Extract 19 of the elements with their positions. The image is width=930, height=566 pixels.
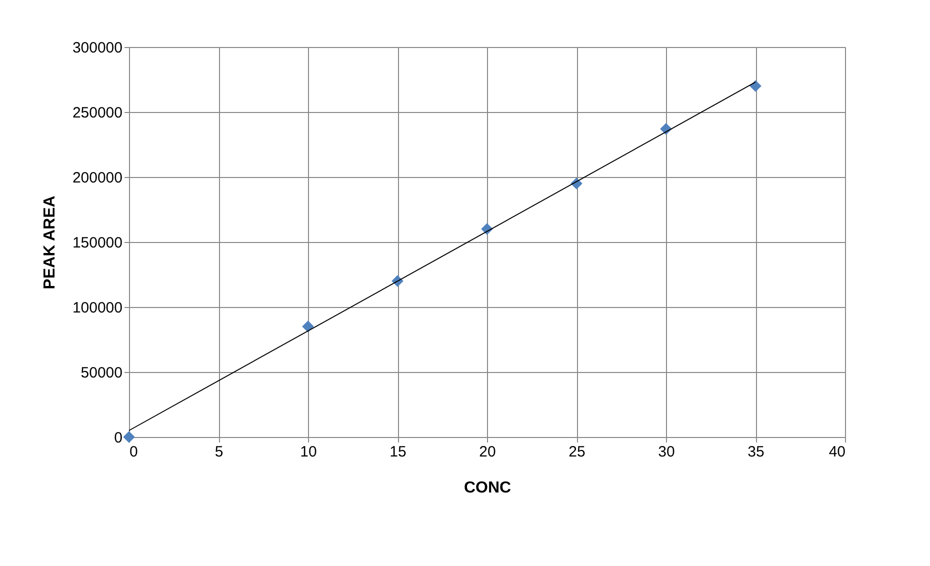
x-tick-label: 5 [214, 444, 224, 460]
y-tick-label: 150000 [72, 234, 122, 252]
x-tick-label: 35 [748, 444, 764, 460]
x-tick-label: 10 [300, 444, 317, 460]
x-tick-label: 40 [828, 444, 846, 460]
x-tick-label: 30 [658, 444, 675, 460]
y-tick-label: 50000 [80, 364, 122, 382]
x-axis-title: CONC [464, 480, 512, 496]
x-tick-label: 15 [390, 444, 406, 460]
y-tick-label: 200000 [72, 170, 122, 186]
x-tick-label: 25 [568, 444, 586, 460]
x-tick-label: 20 [479, 444, 496, 460]
y-axis-title: PEAK AREA [41, 195, 58, 290]
y-tick-label: 300000 [72, 40, 122, 56]
y-tick-label: 100000 [72, 300, 122, 316]
x-tick-label: 0 [130, 444, 138, 460]
y-tick-label: 250000 [72, 104, 122, 122]
y-tick-label: 0 [114, 430, 122, 446]
point [123, 431, 135, 443]
